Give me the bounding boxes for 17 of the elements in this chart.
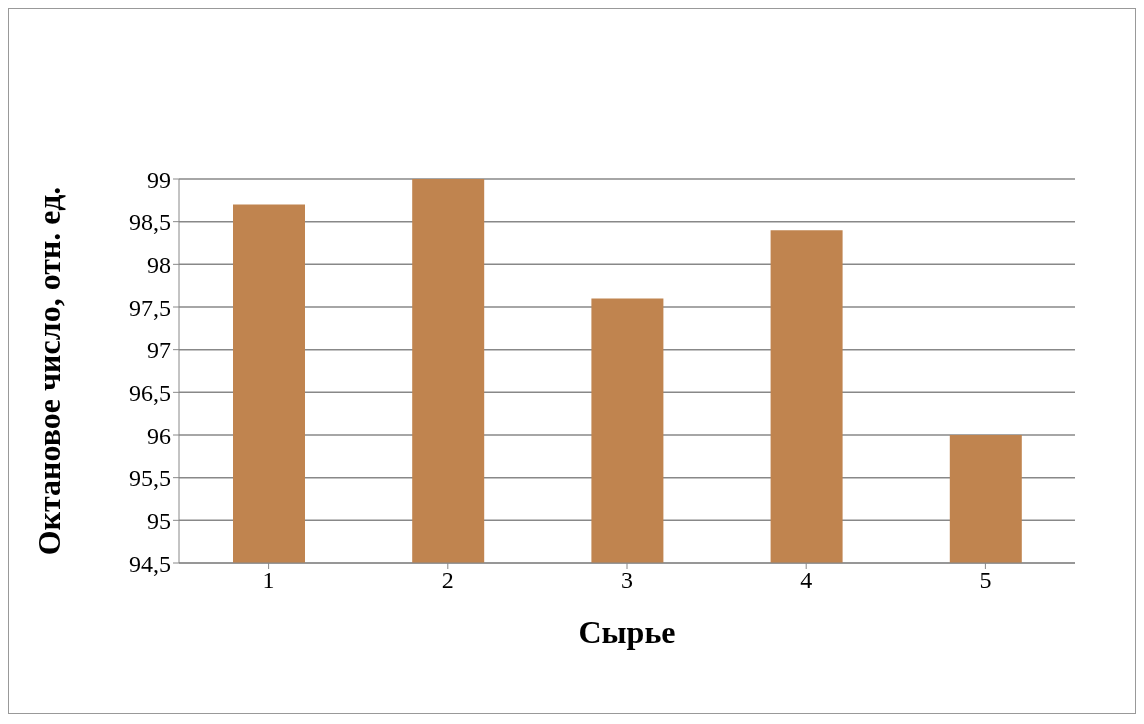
y-tick-label: 97,5 — [129, 294, 171, 321]
x-tick-label: 2 — [441, 567, 454, 594]
y-tick-label: 95 — [147, 507, 171, 534]
y-tick-label: 95,5 — [129, 465, 171, 492]
y-axis-title: Октановое число, отн. ед. — [31, 186, 68, 556]
y-tick-label: 97 — [147, 337, 171, 364]
x-tick-label: 5 — [979, 567, 992, 594]
x-tick-label: 4 — [800, 567, 813, 594]
x-tick-label: 1 — [262, 567, 275, 594]
y-tick-label: 96,5 — [129, 379, 171, 406]
y-tick-label: 98,5 — [129, 209, 171, 236]
y-tick-label: 94,5 — [129, 550, 171, 577]
y-tick-label: 96 — [147, 422, 171, 449]
x-tick-label: 3 — [621, 567, 633, 594]
y-tick-label: 99 — [147, 166, 171, 193]
y-tick-label: 98 — [147, 251, 171, 278]
x-axis-title: Сырье — [578, 614, 676, 650]
